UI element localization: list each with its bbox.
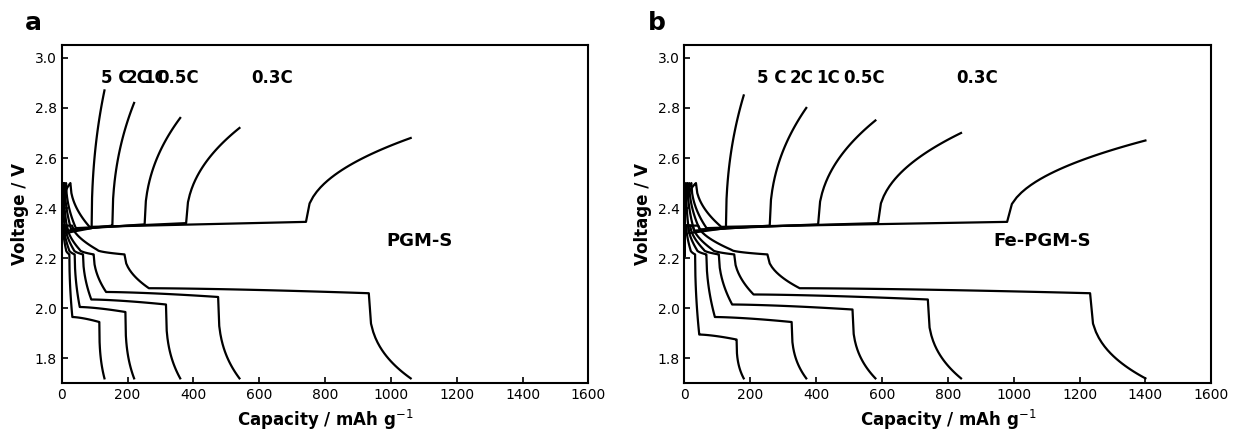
Y-axis label: Voltage / V: Voltage / V bbox=[11, 163, 29, 265]
Text: a: a bbox=[25, 11, 42, 35]
Text: PGM-S: PGM-S bbox=[387, 233, 453, 250]
Text: 1C: 1C bbox=[144, 69, 167, 87]
Text: 0.5C: 0.5C bbox=[843, 69, 884, 87]
Text: 2C: 2C bbox=[125, 69, 149, 87]
Y-axis label: Voltage / V: Voltage / V bbox=[634, 163, 652, 265]
Text: b: b bbox=[647, 11, 666, 35]
Text: 5 C: 5 C bbox=[756, 69, 786, 87]
X-axis label: Capacity / mAh g$^{-1}$: Capacity / mAh g$^{-1}$ bbox=[237, 408, 413, 432]
Text: 0.3C: 0.3C bbox=[252, 69, 294, 87]
Text: 0.5C: 0.5C bbox=[157, 69, 200, 87]
X-axis label: Capacity / mAh g$^{-1}$: Capacity / mAh g$^{-1}$ bbox=[859, 408, 1037, 432]
Text: 0.3C: 0.3C bbox=[956, 69, 998, 87]
Text: 1C: 1C bbox=[816, 69, 839, 87]
Text: 2C: 2C bbox=[790, 69, 813, 87]
Text: Fe-PGM-S: Fe-PGM-S bbox=[994, 233, 1091, 250]
Text: 5 C: 5 C bbox=[102, 69, 130, 87]
